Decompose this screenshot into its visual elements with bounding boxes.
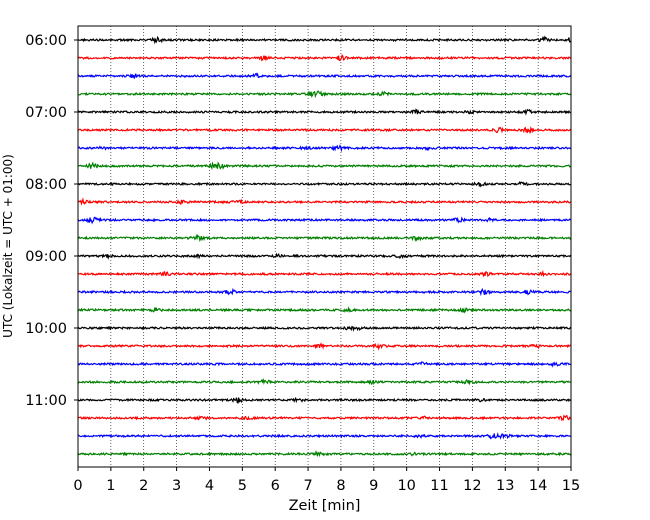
trace-line [77,396,572,405]
y-tick-label: 11:00 [25,393,67,409]
x-tick-label: 3 [172,478,181,494]
x-tick-label: 5 [238,478,247,494]
trace-group [77,35,572,458]
trace-line [77,325,572,332]
x-tick-label: 1 [106,478,115,494]
trace-line [77,450,572,458]
trace-line [77,414,572,422]
trace-line [77,342,572,351]
trace-line [77,144,572,153]
trace-line [77,90,572,99]
x-tick-label: 13 [496,478,514,494]
x-tick-label: 4 [205,478,214,494]
plot-frame [77,25,572,468]
y-tick-label: 06:00 [25,33,67,49]
x-tick-label: 0 [73,478,82,494]
x-tick-label: 11 [430,478,448,494]
y-tick-label: 10:00 [25,321,67,337]
x-tick-label: 12 [463,478,481,494]
trace-line [77,54,572,62]
x-axis: 0 1 2 3 4 5 6 7 8 9 10 11 12 13 14 15 [73,467,580,494]
trace-line [77,287,572,297]
x-tick-label: 14 [529,478,547,494]
x-tick-label: 8 [336,478,345,494]
trace-line [77,126,572,134]
trace-line [77,269,572,278]
trace-line [77,233,572,243]
trace-line [77,197,572,206]
trace-line [77,108,572,116]
trace-line [77,432,572,440]
y-tick-label: 09:00 [25,249,67,265]
x-tick-label: 7 [303,478,312,494]
x-tick-label: 2 [139,478,148,494]
trace-line [77,72,572,79]
trace-line [77,361,572,368]
x-axis-title: Zeit [min] [289,498,361,514]
y-axis-title: UTC (Lokalzeit = UTC + 01:00) [1,154,15,338]
y-axis: 06:00 07:00 08:00 09:00 10:00 11:00 [25,33,78,409]
plot-background [78,26,571,467]
trace-line [77,161,572,171]
trace-line [77,180,572,188]
x-tick-label: 6 [271,478,280,494]
y-tick-label: 08:00 [25,177,67,193]
trace-line [77,216,572,225]
x-tick-label: 9 [369,478,378,494]
trace-line [77,306,572,314]
y-tick-label: 07:00 [25,105,67,121]
x-tick-label: 10 [397,478,415,494]
x-tick-label: 15 [562,478,580,494]
trace-line [77,252,572,261]
trace-line [77,35,572,45]
trace-line [77,377,572,386]
